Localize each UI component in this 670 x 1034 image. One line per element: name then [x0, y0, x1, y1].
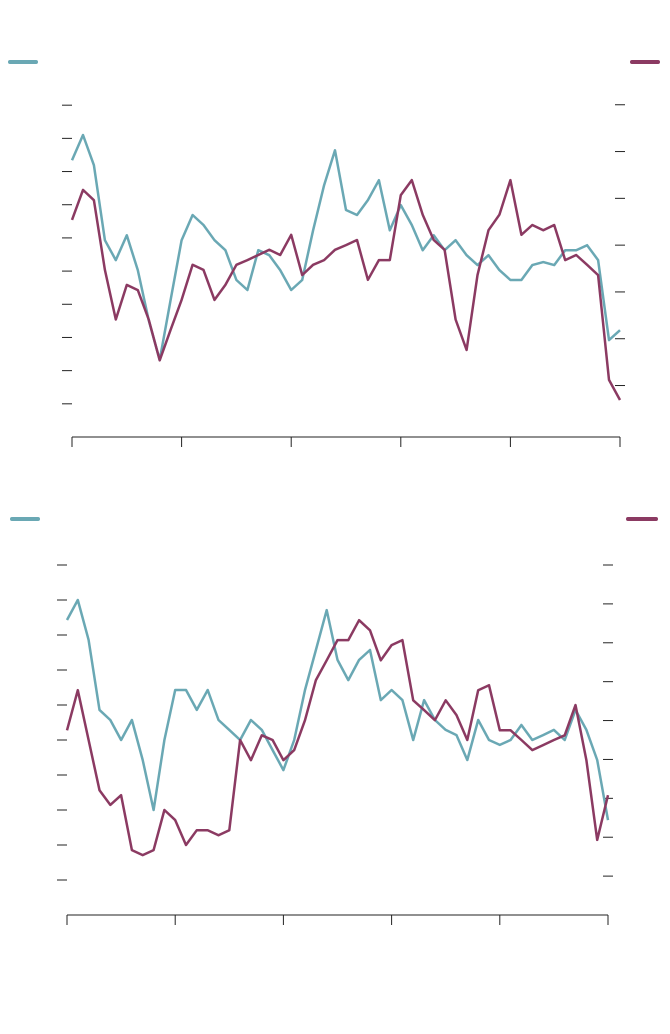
series-line	[70, 178, 622, 401]
series-line	[65, 618, 610, 857]
series-line	[65, 598, 610, 821]
series-line	[70, 133, 621, 362]
